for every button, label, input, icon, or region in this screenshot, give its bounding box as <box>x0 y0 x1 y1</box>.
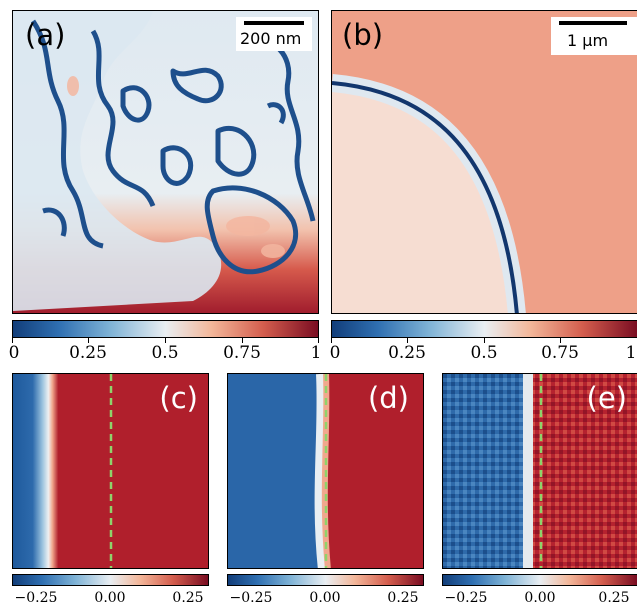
cbar-tl-tick-4: 1 <box>310 343 322 363</box>
panel-c: (c) <box>12 373 209 569</box>
cbar-e-tick-1: 0.00 <box>524 590 556 606</box>
cbar-c-tick-1: 0.00 <box>94 590 126 606</box>
panel-b-label: (b) <box>342 18 384 52</box>
panel-d: (d) <box>227 373 424 569</box>
panel-a-label: (a) <box>25 18 66 52</box>
cbar-tl-tick-2: 0.5 <box>151 343 179 363</box>
cbar-d-tick-0: −0.25 <box>229 590 273 606</box>
panel-e: (e) <box>442 373 637 569</box>
cbar-c-tick-2: 0.25 <box>172 590 204 606</box>
panel-b: 1 μm (b) <box>331 10 637 314</box>
cbar-tr-tick-1: 0.25 <box>388 343 426 363</box>
cbar-tl-tick-0: 0 <box>8 343 20 363</box>
cbar-d-tick-2: 0.25 <box>387 590 419 606</box>
cbar-c-tick-0: −0.25 <box>14 590 58 606</box>
cbar-tl-tick-3: 0.75 <box>223 343 261 363</box>
cbar-tr-tick-0: 0 <box>329 343 341 363</box>
scalebar-a-bar <box>244 21 304 25</box>
cbar-tl-tick-1: 0.25 <box>69 343 107 363</box>
panel-a: 200 nm (a) <box>12 10 319 314</box>
scalebar-b: 1 μm <box>551 17 637 55</box>
panel-a-image <box>13 11 318 313</box>
cbar-tr-tick-3: 0.75 <box>541 343 579 363</box>
colorbar-bottom-e <box>442 574 637 586</box>
panel-d-image <box>228 374 423 568</box>
panel-e-image <box>443 374 637 568</box>
panel-e-label: (e) <box>586 381 627 415</box>
cbar-tr-tick-2: 0.5 <box>470 343 498 363</box>
cbar-e-tick-2: 0.25 <box>598 590 630 606</box>
cbar-d-tick-1: 0.00 <box>309 590 341 606</box>
cbar-tr-tick-4: 1 <box>625 343 637 363</box>
colorbar-bottom-c <box>12 574 209 586</box>
panel-c-image <box>13 374 208 568</box>
colorbar-top-right <box>331 320 637 338</box>
panel-d-label: (d) <box>367 381 409 415</box>
cbar-e-tick-0: −0.25 <box>444 590 488 606</box>
panel-c-label: (c) <box>159 381 198 415</box>
scalebar-a: 200 nm <box>236 17 312 51</box>
scalebar-a-label: 200 nm <box>240 29 302 48</box>
scalebar-b-label: 1 μm <box>567 31 609 50</box>
colorbar-bottom-d <box>227 574 424 586</box>
panel-b-image <box>332 11 637 313</box>
colorbar-top-left <box>12 320 319 338</box>
scalebar-b-bar <box>559 21 627 25</box>
